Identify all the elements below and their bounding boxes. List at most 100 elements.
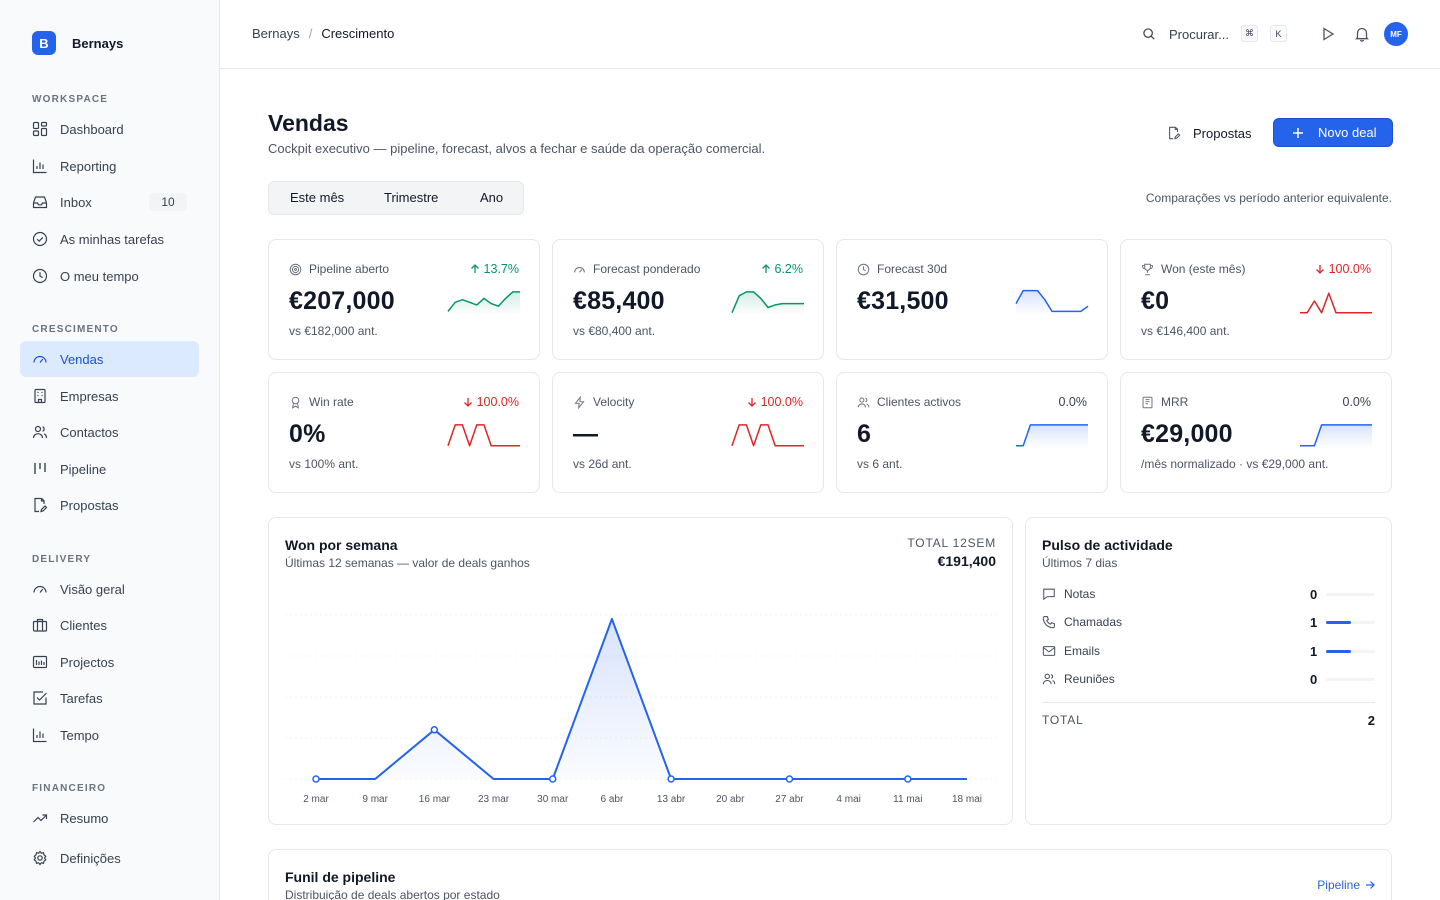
activity-pulse-card: Pulso de actividade Últimos 7 dias Notas… (1025, 517, 1392, 825)
sparkline-line (1300, 292, 1372, 314)
sidebar-item-propostas[interactable]: Propostas (20, 487, 199, 523)
page-title: Vendas (268, 110, 349, 136)
period-option-quarter[interactable]: Trimestre (384, 190, 439, 205)
breadcrumb-item-current: Crescimento (321, 26, 395, 41)
sidebar-item-pipeline[interactable]: Pipeline (20, 451, 199, 487)
kpi-card[interactable]: Forecast 30d €31,500 (836, 239, 1108, 360)
won-per-week-card: Won por semana Últimas 12 semanas — valo… (268, 517, 1013, 825)
medal-icon (291, 396, 300, 409)
kpi-comparison: vs 26d ant. (573, 457, 632, 471)
x-tick-label: 2 mar (303, 794, 329, 805)
kpi-card[interactable]: MRR 0.0% €29,000/mês normalizado · vs €29,… (1120, 372, 1392, 493)
sidebar-item-tarefas[interactable]: Tarefas (20, 680, 199, 716)
gauge-icon (33, 585, 47, 593)
sidebar-item-vendas[interactable]: Vendas (20, 341, 199, 377)
won-data-point[interactable] (312, 775, 320, 783)
sidebar-item-empresas[interactable]: Empresas (20, 378, 199, 414)
check-circle-icon (32, 231, 48, 247)
plus-icon (1293, 127, 1303, 138)
kpi-delta: 100.0% (463, 395, 519, 409)
won-data-point[interactable] (430, 726, 439, 734)
kpi-comparison: vs €146,400 ant. (1141, 324, 1230, 338)
period-option-year[interactable]: Ano (480, 190, 504, 205)
sidebar-item-inbox[interactable]: Inbox 10 (20, 184, 199, 220)
sparkline-area (1300, 424, 1372, 448)
top-bar: Bernays / Crescimento Procurar... ⌘ K MF (220, 0, 1440, 69)
sidebar-item-label: Vendas (60, 351, 104, 367)
kpi-delta-value: 6.2% (774, 262, 804, 276)
kpi-delta-value: 100.0% (476, 395, 519, 409)
pipeline-link[interactable]: Pipeline (1317, 878, 1375, 892)
sidebar-item-tempo[interactable]: Tempo (20, 717, 199, 753)
sparkline-line (447, 291, 520, 312)
kpi-card[interactable]: Pipeline aberto 13.7% €207,000 vs €182,000 … (268, 239, 540, 360)
sidebar-item-my-time[interactable]: O meu tempo (20, 258, 199, 294)
sparkline-area (1016, 424, 1088, 448)
sidebar-item-my-tasks[interactable]: As minhas tarefas (20, 221, 199, 257)
pulse-row-value: 1 (1310, 643, 1318, 659)
sidebar-item-resumo[interactable]: Resumo (20, 800, 199, 836)
trend-icon (33, 814, 48, 823)
breadcrumb-item-workspace[interactable]: Bernays (252, 26, 300, 41)
won-total-label: TOTAL 12SEM (907, 536, 996, 550)
pulse-row-label: Chamadas (1064, 615, 1123, 629)
kpi-sparkline (1300, 292, 1372, 315)
search-trigger[interactable]: Procurar... (1142, 22, 1229, 46)
sidebar-item-label: Tempo (60, 727, 100, 743)
new-deal-button-label: Novo deal (1318, 125, 1377, 140)
kpi-card[interactable]: Clientes activos 0.0% 6 vs 6 ant. (836, 372, 1108, 493)
kpi-card[interactable]: Velocity 100.0% — vs 26d ant. (552, 372, 824, 493)
x-tick-label: 23 mar (478, 794, 510, 805)
kpi-card[interactable]: Won (este mês) 100.0% €0 vs €146,400 ant. (1120, 239, 1392, 360)
sidebar-item-projectos[interactable]: Projectos (20, 644, 199, 680)
search-placeholder: Procurar... (1169, 26, 1229, 42)
sidebar-item-label: Inbox (60, 194, 92, 210)
kpi-label: Velocity (573, 395, 634, 409)
sidebar-item-reporting[interactable]: Reporting (20, 148, 199, 184)
kpi-card[interactable]: Forecast ponderado 6.2% €85,400 vs €80,400 … (552, 239, 824, 360)
workspace-switcher[interactable]: B Bernays (32, 31, 123, 55)
funnel-title: Funil de pipeline (285, 869, 396, 885)
document-edit-icon (1169, 126, 1181, 140)
sidebar-item-label: Empresas (60, 388, 119, 404)
won-data-point[interactable] (548, 775, 557, 783)
chat-icon (1043, 588, 1055, 601)
sparkline-line (1015, 289, 1089, 313)
kpi-delta-value: 13.7% (483, 262, 519, 276)
kpi-delta: 6.2% (761, 262, 804, 276)
document-edit-icon (34, 497, 48, 513)
sidebar-item-dashboard[interactable]: Dashboard (20, 111, 199, 147)
phone-icon (1042, 616, 1055, 629)
sidebar-item-label: Definições (60, 850, 121, 866)
checkbox-icon (33, 691, 47, 705)
pipeline-funnel-card: Funil de pipeline Distribuição de deals … (268, 849, 1392, 900)
pulse-title: Pulso de actividade (1042, 537, 1173, 553)
propostas-button[interactable]: Propostas (1158, 119, 1261, 147)
sidebar-item-visao-geral[interactable]: Visão geral (20, 571, 199, 607)
won-data-point[interactable] (785, 775, 794, 783)
period-selector: Este mês Trimestre Ano (268, 181, 524, 215)
kpi-label-text: Velocity (593, 395, 635, 409)
new-deal-button[interactable]: Novo deal (1274, 119, 1392, 146)
sidebar-item-definicoes[interactable]: Definições (20, 840, 199, 876)
play-icon[interactable] (1320, 26, 1336, 42)
kpi-card[interactable]: Win rate 100.0% 0% vs 100% ant. (268, 372, 540, 493)
target-icon (289, 263, 302, 275)
sparkline-area (448, 291, 520, 315)
won-data-point[interactable] (667, 775, 675, 783)
kpi-delta: 100.0% (1315, 262, 1371, 276)
kpi-label-text: Forecast 30d (877, 262, 948, 276)
bell-icon[interactable] (1354, 26, 1370, 42)
section-label-workspace: WORKSPACE (32, 94, 109, 105)
sidebar-item-contactos[interactable]: Contactos (20, 414, 199, 450)
period-option-month[interactable]: Este mês (290, 190, 345, 205)
kpi-sparkline (1016, 424, 1088, 448)
kpi-delta-value: 100.0% (760, 395, 803, 409)
won-data-point[interactable] (904, 775, 912, 783)
kpi-delta: 0.0% (1059, 395, 1088, 409)
avatar[interactable]: MF (1384, 22, 1408, 46)
x-tick-label: 27 abr (775, 794, 804, 805)
folder-icon (32, 655, 48, 669)
sidebar-item-clientes[interactable]: Clientes (20, 607, 199, 643)
sparkline-area (1016, 290, 1088, 315)
